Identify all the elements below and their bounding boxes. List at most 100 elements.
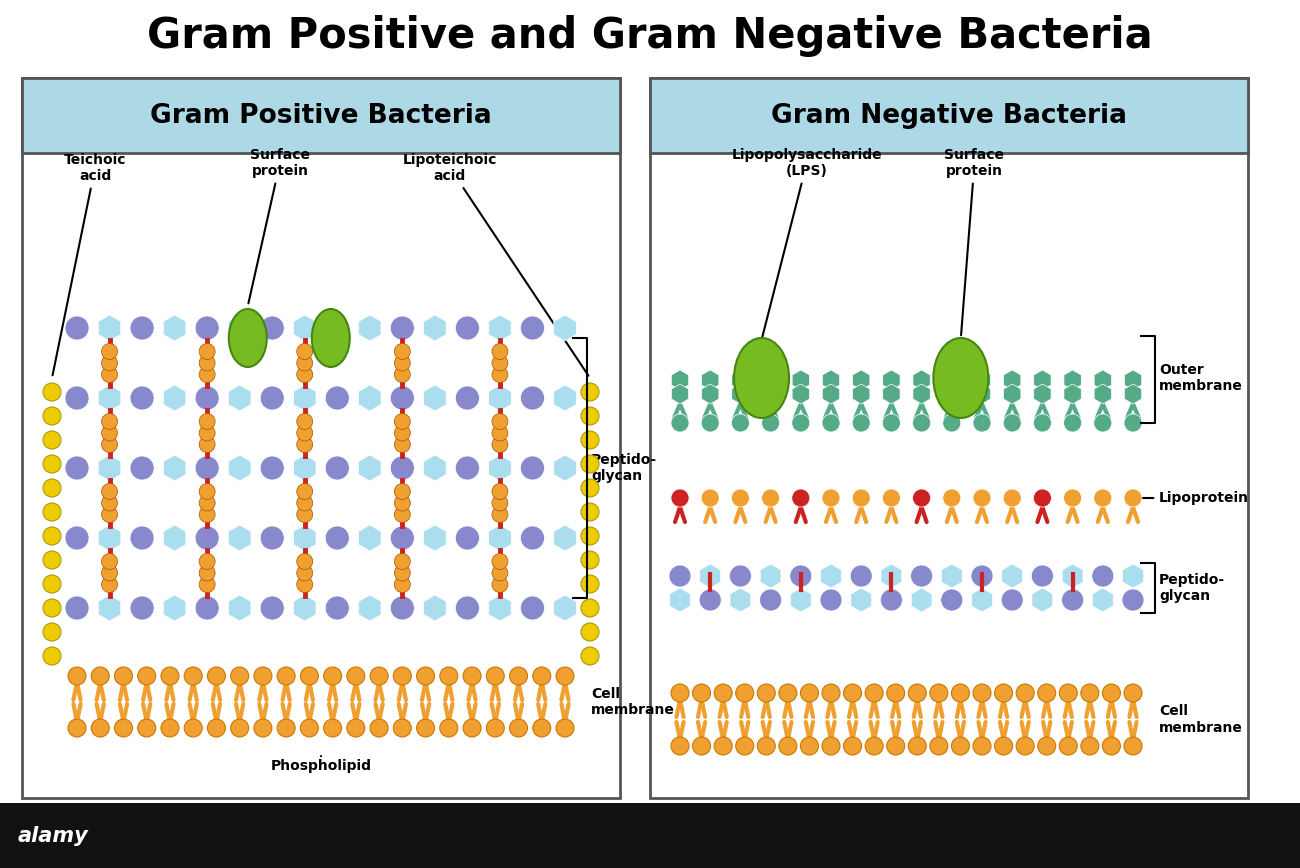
Circle shape xyxy=(556,719,575,737)
Circle shape xyxy=(883,414,901,432)
Circle shape xyxy=(736,737,754,755)
Circle shape xyxy=(296,413,313,430)
Circle shape xyxy=(439,719,458,737)
Circle shape xyxy=(1102,737,1121,755)
Circle shape xyxy=(714,684,732,702)
Circle shape xyxy=(581,407,599,425)
Circle shape xyxy=(491,413,508,430)
Circle shape xyxy=(491,507,508,523)
Bar xyxy=(0,803,1300,868)
Circle shape xyxy=(880,589,902,611)
Circle shape xyxy=(325,526,350,550)
Circle shape xyxy=(43,623,61,641)
Circle shape xyxy=(91,719,109,737)
Circle shape xyxy=(779,737,797,755)
Circle shape xyxy=(199,413,215,430)
Circle shape xyxy=(491,576,508,593)
Circle shape xyxy=(208,667,225,685)
Circle shape xyxy=(394,366,411,383)
Circle shape xyxy=(463,667,481,685)
Circle shape xyxy=(952,737,970,755)
Ellipse shape xyxy=(933,338,988,418)
Circle shape xyxy=(130,386,155,410)
Circle shape xyxy=(91,667,109,685)
Circle shape xyxy=(130,526,155,550)
Circle shape xyxy=(394,495,411,511)
Circle shape xyxy=(296,366,313,383)
Text: Outer
membrane: Outer membrane xyxy=(1160,363,1243,393)
Circle shape xyxy=(324,719,342,737)
Circle shape xyxy=(581,431,599,449)
Circle shape xyxy=(491,344,508,359)
Circle shape xyxy=(1092,565,1114,587)
Circle shape xyxy=(758,684,775,702)
Circle shape xyxy=(101,355,117,371)
Circle shape xyxy=(394,344,411,359)
Circle shape xyxy=(790,565,811,587)
Circle shape xyxy=(195,316,220,340)
Circle shape xyxy=(296,437,313,452)
Circle shape xyxy=(850,565,872,587)
Circle shape xyxy=(533,667,551,685)
Circle shape xyxy=(762,489,780,507)
Circle shape xyxy=(439,667,458,685)
Circle shape xyxy=(581,383,599,401)
Circle shape xyxy=(347,667,365,685)
Circle shape xyxy=(910,565,932,587)
Circle shape xyxy=(1060,684,1078,702)
Ellipse shape xyxy=(734,338,789,418)
Circle shape xyxy=(486,667,504,685)
Circle shape xyxy=(130,596,155,620)
Circle shape xyxy=(199,483,215,499)
Circle shape xyxy=(822,737,840,755)
Circle shape xyxy=(199,425,215,441)
Circle shape xyxy=(199,437,215,452)
Circle shape xyxy=(510,667,528,685)
Circle shape xyxy=(491,425,508,441)
Circle shape xyxy=(714,737,732,755)
Circle shape xyxy=(491,495,508,511)
Circle shape xyxy=(260,386,285,410)
Circle shape xyxy=(822,684,840,702)
Text: Cell
membrane: Cell membrane xyxy=(1160,705,1243,734)
Circle shape xyxy=(65,316,88,340)
Circle shape xyxy=(520,316,545,340)
Circle shape xyxy=(701,414,719,432)
Circle shape xyxy=(296,565,313,581)
Circle shape xyxy=(520,386,545,410)
Circle shape xyxy=(844,737,862,755)
Circle shape xyxy=(325,596,350,620)
Circle shape xyxy=(230,667,248,685)
Circle shape xyxy=(520,456,545,480)
Circle shape xyxy=(161,719,179,737)
Circle shape xyxy=(394,437,411,452)
Circle shape xyxy=(296,495,313,511)
Circle shape xyxy=(260,596,285,620)
Circle shape xyxy=(1060,737,1078,755)
Circle shape xyxy=(43,647,61,665)
Circle shape xyxy=(1102,684,1121,702)
Circle shape xyxy=(195,386,220,410)
Circle shape xyxy=(792,489,810,507)
Circle shape xyxy=(101,483,117,499)
Circle shape xyxy=(347,719,365,737)
Circle shape xyxy=(199,507,215,523)
Circle shape xyxy=(533,719,551,737)
Circle shape xyxy=(1063,489,1082,507)
Circle shape xyxy=(887,737,905,755)
Circle shape xyxy=(43,407,61,425)
Ellipse shape xyxy=(312,309,350,367)
Circle shape xyxy=(394,483,411,499)
Circle shape xyxy=(101,565,117,581)
Circle shape xyxy=(199,495,215,511)
Circle shape xyxy=(693,737,711,755)
Circle shape xyxy=(114,667,133,685)
Text: Teichoic
acid: Teichoic acid xyxy=(52,153,126,375)
Circle shape xyxy=(883,489,901,507)
Circle shape xyxy=(455,596,480,620)
Circle shape xyxy=(394,507,411,523)
Circle shape xyxy=(101,576,117,593)
Circle shape xyxy=(853,489,870,507)
Circle shape xyxy=(43,479,61,497)
Circle shape xyxy=(556,667,575,685)
